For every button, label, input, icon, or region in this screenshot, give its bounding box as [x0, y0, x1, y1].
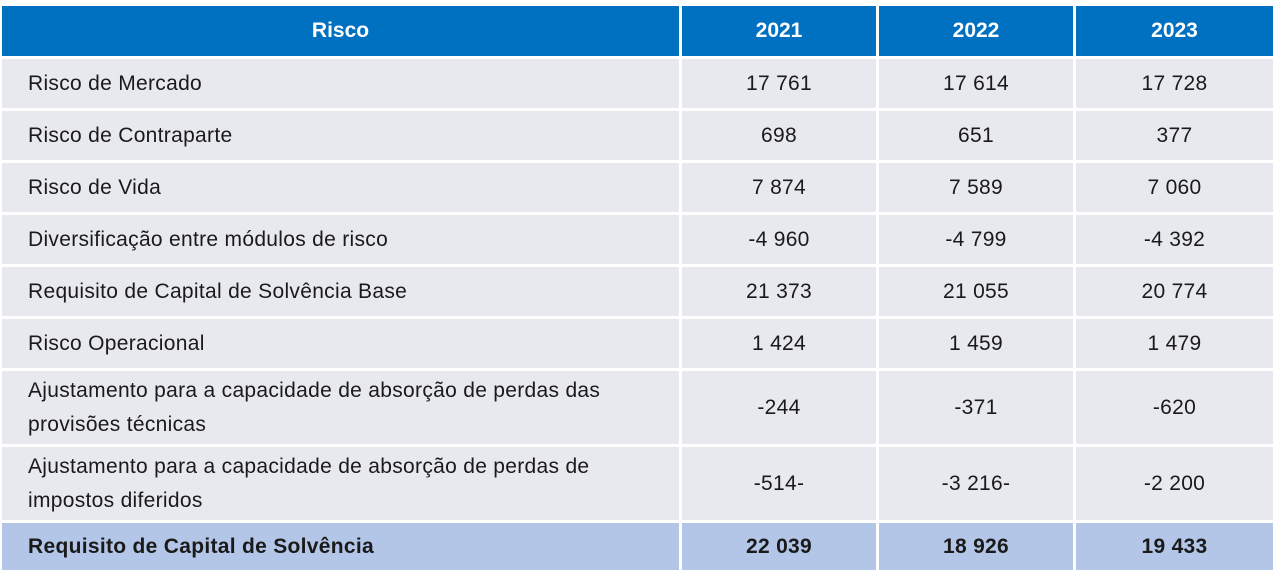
row-label: Risco Operacional: [2, 319, 682, 371]
row-label: Risco de Vida: [2, 163, 682, 215]
row-value-2023: -2 200: [1076, 447, 1273, 523]
row-value-2021: -4 960: [682, 215, 879, 267]
row-label: Diversificação entre módulos de risco: [2, 215, 682, 267]
row-value-2023: 7 060: [1076, 163, 1273, 215]
row-value-2023: 1 479: [1076, 319, 1273, 371]
row-value-2022: 21 055: [879, 267, 1076, 319]
row-value-2023: -4 392: [1076, 215, 1273, 267]
row-value-2022: -4 799: [879, 215, 1076, 267]
row-value-2021: 698: [682, 111, 879, 163]
row-value-2021: 7 874: [682, 163, 879, 215]
total-label: Requisito de Capital de Solvência: [2, 523, 682, 570]
row-value-2022: -371: [879, 371, 1076, 447]
row-label: Risco de Contraparte: [2, 111, 682, 163]
table-row: Risco de Mercado 17 761 17 614 17 728: [2, 59, 1273, 111]
total-value-2022: 18 926: [879, 523, 1076, 570]
total-row: Requisito de Capital de Solvência 22 039…: [2, 523, 1273, 570]
header-row: Risco 2021 2022 2023: [2, 6, 1273, 59]
row-value-2023: 17 728: [1076, 59, 1273, 111]
table-row: Risco de Contraparte 698 651 377: [2, 111, 1273, 163]
header-year-2021: 2021: [682, 6, 879, 59]
table-row: Ajustamento para a capacidade de absorçã…: [2, 371, 1273, 447]
row-label: Requisito de Capital de Solvência Base: [2, 267, 682, 319]
row-label: Ajustamento para a capacidade de absorçã…: [2, 447, 682, 523]
header-risk: Risco: [2, 6, 682, 59]
table-row: Requisito de Capital de Solvência Base 2…: [2, 267, 1273, 319]
table-row: Risco Operacional 1 424 1 459 1 479: [2, 319, 1273, 371]
row-value-2022: 1 459: [879, 319, 1076, 371]
row-value-2021: -244: [682, 371, 879, 447]
row-value-2021: 1 424: [682, 319, 879, 371]
header-year-2022: 2022: [879, 6, 1076, 59]
total-value-2021: 22 039: [682, 523, 879, 570]
table-row: Diversificação entre módulos de risco -4…: [2, 215, 1273, 267]
row-value-2023: 377: [1076, 111, 1273, 163]
row-value-2022: -3 216-: [879, 447, 1076, 523]
row-value-2021: -514-: [682, 447, 879, 523]
row-value-2022: 17 614: [879, 59, 1076, 111]
header-year-2023: 2023: [1076, 6, 1273, 59]
row-label: Ajustamento para a capacidade de absorçã…: [2, 371, 682, 447]
row-value-2023: 20 774: [1076, 267, 1273, 319]
solvency-capital-table: Risco 2021 2022 2023 Risco de Mercado 17…: [2, 6, 1273, 570]
row-value-2021: 21 373: [682, 267, 879, 319]
row-value-2023: -620: [1076, 371, 1273, 447]
solvency-capital-table-wrapper: Risco 2021 2022 2023 Risco de Mercado 17…: [2, 6, 1273, 570]
row-value-2022: 651: [879, 111, 1076, 163]
row-value-2021: 17 761: [682, 59, 879, 111]
row-value-2022: 7 589: [879, 163, 1076, 215]
table-row: Risco de Vida 7 874 7 589 7 060: [2, 163, 1273, 215]
table-row: Ajustamento para a capacidade de absorçã…: [2, 447, 1273, 523]
row-label: Risco de Mercado: [2, 59, 682, 111]
total-value-2023: 19 433: [1076, 523, 1273, 570]
